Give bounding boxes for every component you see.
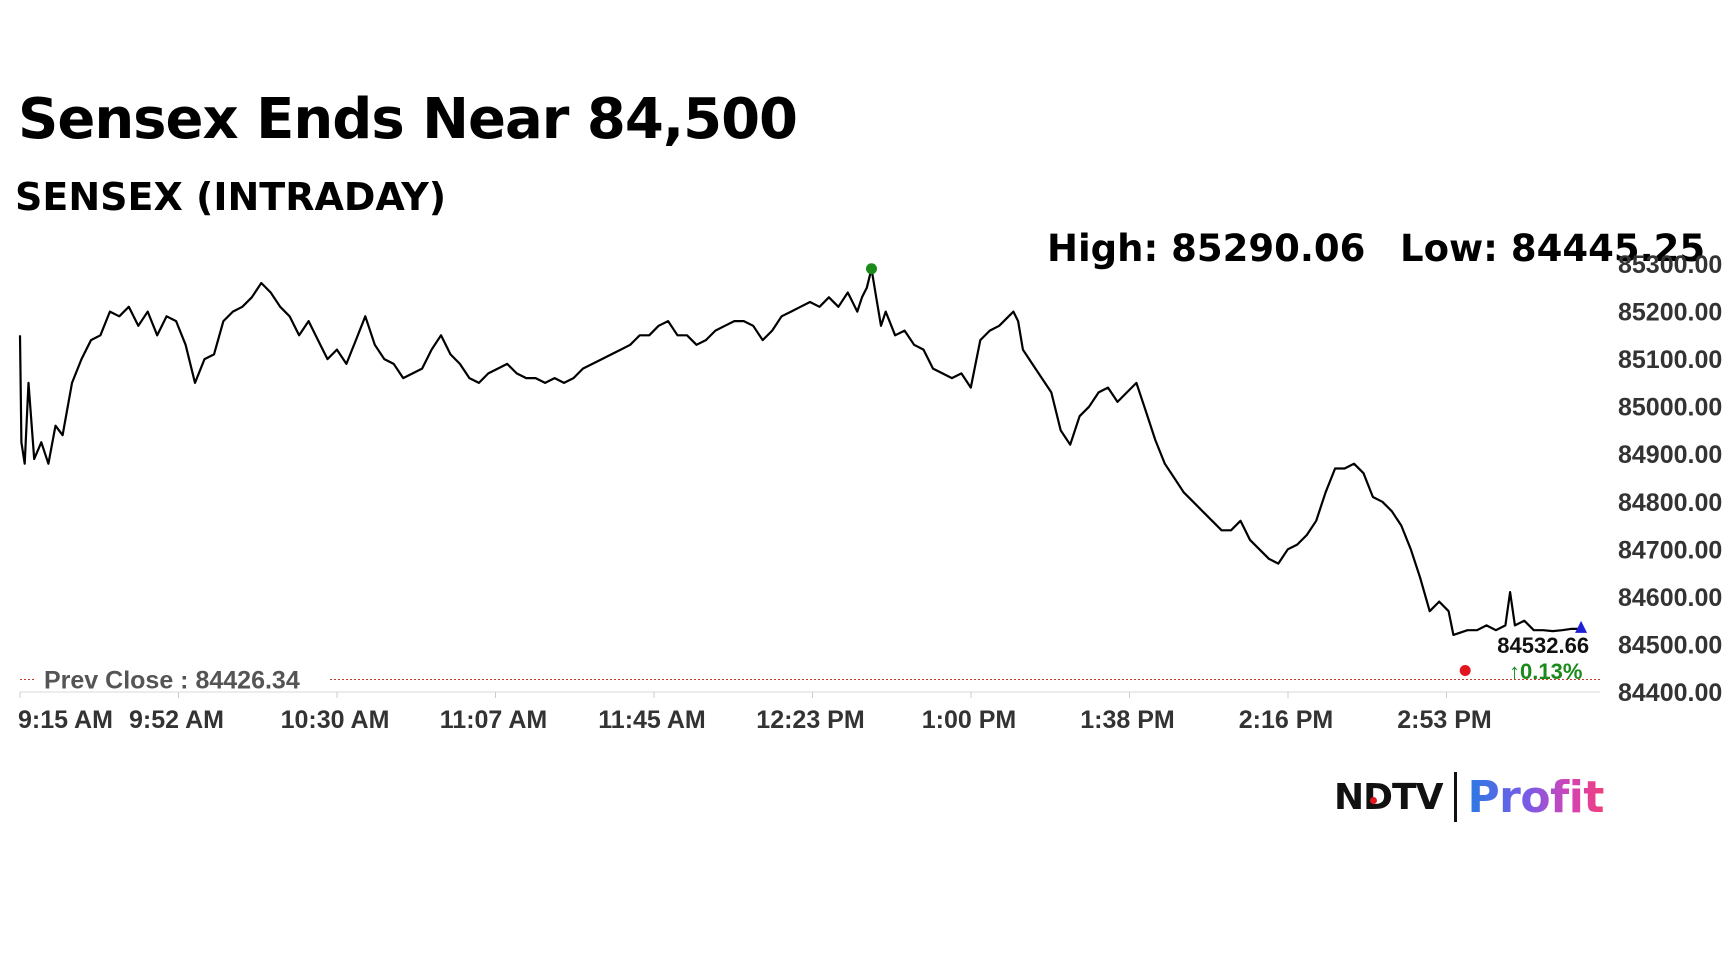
chart-grid: Prev Close : 84426.34 [20, 666, 1600, 694]
change-percent-label: ↑0.13% [1509, 659, 1582, 684]
x-tick-label: 11:45 AM [598, 706, 705, 734]
last-price-label: 84532.66 [1497, 633, 1589, 658]
y-tick-label: 84600.00 [1618, 584, 1722, 612]
x-tick-label: 10:30 AM [281, 706, 390, 734]
low-marker [1459, 664, 1471, 676]
x-tick-label: 11:07 AM [440, 706, 547, 734]
y-tick-label: 85100.00 [1618, 346, 1722, 374]
x-tick-label: 2:16 PM [1239, 706, 1333, 734]
chart-axes: 9:15 AM 9:52 AM 10:30 AM 11:07 AM 11:45 AM 12… [18, 251, 1722, 734]
x-tick-label: 9:15 AM [18, 706, 113, 734]
chart-subtitle: SENSEX (INTRADAY) [15, 175, 447, 219]
x-tick-label: 2:53 PM [1397, 706, 1491, 734]
y-tick-label: 84900.00 [1618, 441, 1722, 469]
y-tick-label: 84700.00 [1618, 536, 1722, 564]
logo-divider [1454, 772, 1458, 822]
x-tick-label: 12:23 PM [756, 706, 864, 734]
y-tick-label: 84800.00 [1618, 489, 1722, 517]
y-tick-label: 84500.00 [1618, 631, 1722, 659]
chart-headline: Sensex Ends Near 84,500 [18, 87, 798, 152]
high-marker [865, 263, 877, 275]
prev-close-label: Prev Close : 84426.34 [44, 666, 300, 694]
x-tick-label: 1:38 PM [1080, 706, 1174, 734]
y-tick-label: 85200.00 [1618, 299, 1722, 327]
ndtv-wordmark: NDTV [1334, 776, 1443, 818]
profit-wordmark: Profit [1467, 771, 1604, 823]
y-tick-label: 84400.00 [1618, 679, 1722, 707]
chart-series [18, 267, 1582, 637]
ndtv-profit-logo: NDTV Profit [1334, 770, 1604, 824]
low-readout: Low: 84445.25 [1400, 227, 1706, 270]
x-tick-label: 1:00 PM [922, 706, 1016, 734]
x-tick-label: 9:52 AM [129, 706, 224, 734]
sensex-price-line [18, 267, 1582, 637]
y-tick-label: 85300.00 [1618, 251, 1722, 279]
chart-markers: 84532.66↑0.13% [865, 263, 1589, 684]
y-tick-label: 85000.00 [1618, 394, 1722, 422]
last-price-marker [1575, 620, 1588, 633]
high-readout: High: 85290.06 [1047, 227, 1366, 270]
